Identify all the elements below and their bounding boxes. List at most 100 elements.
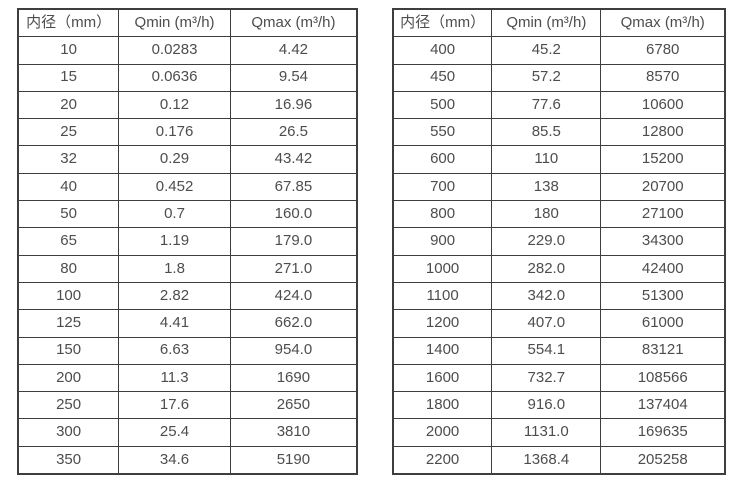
table-row: 550 85.5 12800	[392, 118, 726, 147]
header-cell: Qmin (m³/h)	[118, 8, 231, 38]
data-cell: 1000	[392, 254, 493, 283]
data-cell: 954.0	[229, 336, 358, 365]
data-cell: 57.2	[491, 63, 602, 92]
data-cell: 25	[17, 118, 120, 147]
data-cell: 205258	[600, 445, 726, 475]
data-cell: 200	[17, 363, 120, 393]
data-cell: 108566	[600, 363, 726, 393]
data-cell: 40	[17, 172, 120, 202]
data-cell: 50	[17, 200, 120, 229]
data-cell: 407.0	[491, 309, 602, 338]
data-cell: 65	[17, 227, 120, 256]
data-cell: 1400	[392, 336, 493, 365]
table-row: 65 1.19 179.0	[17, 227, 358, 256]
data-cell: 10	[17, 36, 120, 65]
data-cell: 350	[17, 445, 120, 475]
table-row: 500 77.6 10600	[392, 90, 726, 120]
data-cell: 20	[17, 90, 120, 120]
table-row: 150 6.63 954.0	[17, 336, 358, 365]
data-cell: 1600	[392, 363, 493, 393]
header-cell: Qmax (m³/h)	[600, 8, 726, 38]
data-cell: 3810	[229, 418, 358, 447]
table-row: 2200 1368.4 205258	[392, 445, 726, 475]
data-cell: 51300	[600, 281, 726, 311]
table-row: 32 0.29 43.42	[17, 145, 358, 174]
data-cell: 1690	[229, 363, 358, 393]
table-row: 1400 554.1 83121	[392, 336, 726, 365]
data-cell: 916.0	[491, 391, 602, 420]
table-row: 600 110 15200	[392, 145, 726, 174]
data-cell: 400	[392, 36, 493, 65]
data-cell: 550	[392, 118, 493, 147]
data-cell: 250	[17, 391, 120, 420]
data-cell: 100	[17, 281, 120, 311]
data-cell: 160.0	[229, 200, 358, 229]
data-cell: 80	[17, 254, 120, 283]
table-row: 400 45.2 6780	[392, 36, 726, 65]
data-cell: 169635	[600, 418, 726, 447]
data-cell: 1.8	[118, 254, 231, 283]
data-cell: 5190	[229, 445, 358, 475]
data-cell: 61000	[600, 309, 726, 338]
data-cell: 0.7	[118, 200, 231, 229]
data-cell: 0.12	[118, 90, 231, 120]
data-cell: 1.19	[118, 227, 231, 256]
data-cell: 137404	[600, 391, 726, 420]
table-row: 350 34.6 5190	[17, 445, 358, 475]
data-cell: 2000	[392, 418, 493, 447]
data-cell: 700	[392, 172, 493, 202]
table-row: 900 229.0 34300	[392, 227, 726, 256]
flow-spec-table-large-diameters: 内径（mm） Qmin (m³/h) Qmax (m³/h) 400 45.2 6780…	[392, 8, 726, 476]
data-cell: 9.54	[229, 63, 358, 92]
data-cell: 0.0283	[118, 36, 231, 65]
header-row: 内径（mm） Qmin (m³/h) Qmax (m³/h)	[17, 8, 358, 38]
data-cell: 4.42	[229, 36, 358, 65]
table-row: 1800 916.0 137404	[392, 391, 726, 420]
data-cell: 25.4	[118, 418, 231, 447]
data-cell: 229.0	[491, 227, 602, 256]
data-cell: 15200	[600, 145, 726, 174]
data-cell: 2650	[229, 391, 358, 420]
flow-spec-table-small-diameters: 内径（mm） Qmin (m³/h) Qmax (m³/h) 10 0.0283 4.4…	[17, 8, 358, 476]
table-row: 100 2.82 424.0	[17, 281, 358, 311]
data-cell: 6.63	[118, 336, 231, 365]
header-cell: Qmin (m³/h)	[491, 8, 602, 38]
table-row: 700 138 20700	[392, 172, 726, 202]
table-row: 200 11.3 1690	[17, 363, 358, 393]
data-cell: 2.82	[118, 281, 231, 311]
data-cell: 1100	[392, 281, 493, 311]
data-cell: 83121	[600, 336, 726, 365]
data-cell: 8570	[600, 63, 726, 92]
data-cell: 732.7	[491, 363, 602, 393]
table-row: 450 57.2 8570	[392, 63, 726, 92]
table-row: 40 0.452 67.85	[17, 172, 358, 202]
data-cell: 26.5	[229, 118, 358, 147]
data-cell: 662.0	[229, 309, 358, 338]
data-cell: 900	[392, 227, 493, 256]
data-cell: 0.0636	[118, 63, 231, 92]
table-row: 250 17.6 2650	[17, 391, 358, 420]
data-cell: 67.85	[229, 172, 358, 202]
data-cell: 6780	[600, 36, 726, 65]
data-cell: 500	[392, 90, 493, 120]
data-cell: 342.0	[491, 281, 602, 311]
table-row: 25 0.176 26.5	[17, 118, 358, 147]
data-cell: 800	[392, 200, 493, 229]
data-cell: 1200	[392, 309, 493, 338]
data-cell: 17.6	[118, 391, 231, 420]
data-cell: 271.0	[229, 254, 358, 283]
table-row: 1600 732.7 108566	[392, 363, 726, 393]
table-row: 50 0.7 160.0	[17, 200, 358, 229]
data-cell: 600	[392, 145, 493, 174]
data-cell: 110	[491, 145, 602, 174]
header-cell: 内径（mm）	[17, 8, 120, 38]
data-cell: 0.176	[118, 118, 231, 147]
data-cell: 4.41	[118, 309, 231, 338]
data-cell: 12800	[600, 118, 726, 147]
data-cell: 10600	[600, 90, 726, 120]
data-cell: 45.2	[491, 36, 602, 65]
data-cell: 554.1	[491, 336, 602, 365]
data-cell: 20700	[600, 172, 726, 202]
data-cell: 125	[17, 309, 120, 338]
data-cell: 0.29	[118, 145, 231, 174]
